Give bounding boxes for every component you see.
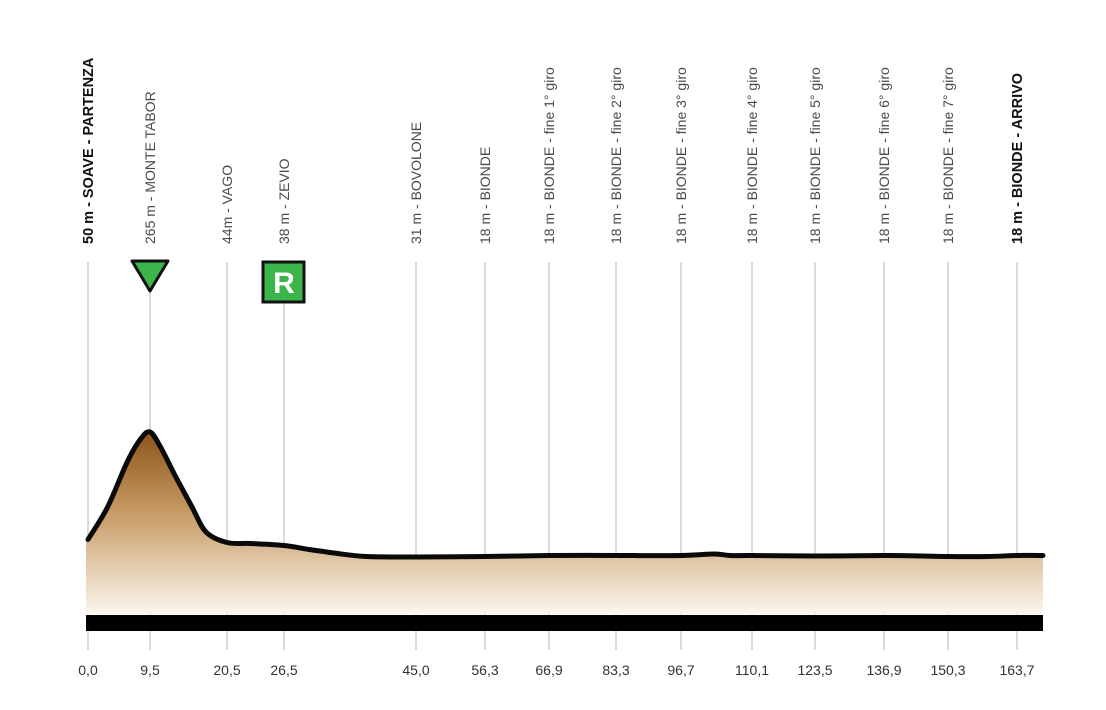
km-label: 163,7 <box>999 662 1034 678</box>
checkpoint-label: 18 m - BIONDE - fine 3° giro <box>673 67 689 244</box>
checkpoint-label: 18 m - BIONDE - fine 6° giro <box>876 67 892 244</box>
km-label: 150,3 <box>930 662 965 678</box>
checkpoint-label: 44m - VAGO <box>219 165 235 244</box>
checkpoint-label: 18 m - BIONDE - fine 2° giro <box>608 67 624 244</box>
refreshment-zone-icon: R <box>261 260 306 304</box>
elevation-area <box>86 431 1043 614</box>
checkpoint-label: 31 m - BOVOLONE <box>408 122 424 244</box>
km-label: 96,7 <box>667 662 694 678</box>
km-label: 123,5 <box>797 662 832 678</box>
km-label: 136,9 <box>866 662 901 678</box>
km-label: 110,1 <box>735 662 769 678</box>
checkpoint-label: 18 m - BIONDE - ARRIVO <box>1010 73 1026 244</box>
km-label: 9,5 <box>140 662 160 678</box>
checkpoint-label: 18 m - BIONDE - fine 7° giro <box>940 67 956 244</box>
km-label: 26,5 <box>270 662 297 678</box>
km-label: 0,0 <box>78 662 98 678</box>
km-label: 66,9 <box>535 662 562 678</box>
route-markers: R <box>130 259 306 304</box>
gpm-triangle-icon <box>130 259 170 293</box>
checkpoint-label: 265 m - MONTE TABOR <box>142 91 158 244</box>
elevation-outline <box>85 429 1046 560</box>
checkpoint-label: 18 m - BIONDE <box>477 147 493 244</box>
refreshment-zone-label: R <box>273 267 295 300</box>
checkpoint-label: 18 m - BIONDE - fine 1° giro <box>541 67 557 244</box>
checkpoint-label: 18 m - BIONDE - fine 4° giro <box>744 67 760 244</box>
baseline-bar <box>86 615 1043 631</box>
km-labels: 0,0 9,5 20,5 26,5 45,0 56,3 66,9 83,3 96,7 110,1 1… <box>78 662 1034 678</box>
km-label: 20,5 <box>213 662 240 678</box>
km-label: 83,3 <box>602 662 629 678</box>
km-label: 56,3 <box>471 662 498 678</box>
checkpoint-label: 18 m - BIONDE - fine 5° giro <box>807 67 823 244</box>
checkpoint-label: 50 m - SOAVE - PARTENZA <box>81 57 97 244</box>
km-label: 45,0 <box>402 662 429 678</box>
checkpoint-label: 38 m - ZEVIO <box>276 158 292 244</box>
checkpoint-labels: 50 m - SOAVE - PARTENZA 265 m - MONTE TAB… <box>81 57 1026 244</box>
